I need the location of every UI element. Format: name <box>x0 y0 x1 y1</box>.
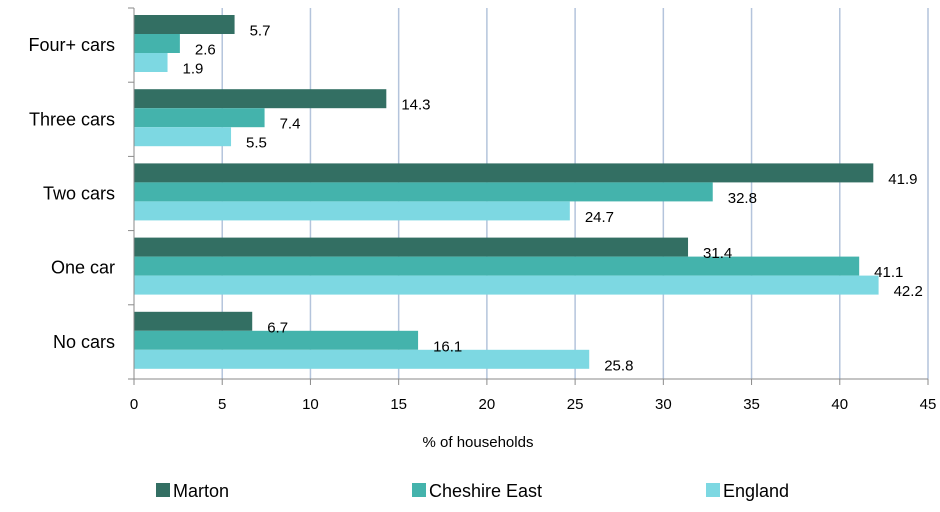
bar <box>134 182 713 202</box>
data-label: 32.8 <box>728 190 757 207</box>
bar <box>134 89 387 109</box>
x-tick-label: 15 <box>390 396 407 413</box>
data-label: 25.8 <box>604 357 633 374</box>
bar <box>134 330 419 350</box>
category-label: Two cars <box>43 184 115 204</box>
data-labels: 5.7 2.6 1.9 14.3 7.4 5.5 41.9 32.8 24.7 31.4 41.1 4… <box>183 23 923 375</box>
bar <box>134 311 253 331</box>
data-label: 7.4 <box>280 116 301 133</box>
legend-label: Marton <box>173 481 229 501</box>
x-tick-label: 25 <box>567 396 584 413</box>
bar <box>134 108 265 128</box>
x-tick-label: 40 <box>831 396 848 413</box>
data-label: 31.4 <box>703 245 732 262</box>
x-tick-label: 5 <box>218 396 226 413</box>
x-tick-label: 30 <box>655 396 672 413</box>
legend: Marton Cheshire East England <box>156 481 789 501</box>
data-label: 41.1 <box>874 264 903 281</box>
x-tick-label: 10 <box>302 396 319 413</box>
x-axis-title: % of households <box>423 434 534 451</box>
bar <box>134 15 235 34</box>
bars <box>134 15 879 369</box>
data-label: 16.1 <box>433 338 462 355</box>
data-label: 1.9 <box>183 61 204 78</box>
bar <box>134 237 689 257</box>
data-label: 6.7 <box>267 319 288 336</box>
data-label: 14.3 <box>401 97 430 114</box>
category-label: Four+ cars <box>28 35 115 55</box>
bar <box>134 349 590 369</box>
data-label: 24.7 <box>585 209 614 226</box>
data-label: 41.9 <box>888 171 917 188</box>
data-label: 42.2 <box>894 283 923 300</box>
bar <box>134 201 570 221</box>
axes: 0 5 10 15 20 25 30 35 40 45 Four+ cars Three cars Tw… <box>28 7 937 413</box>
data-label: 2.6 <box>195 42 216 59</box>
x-tick-label: 0 <box>130 396 138 413</box>
data-label: 5.7 <box>250 23 271 40</box>
category-label: Three cars <box>29 109 115 129</box>
bar <box>134 127 232 147</box>
legend-label: England <box>723 481 789 501</box>
legend-swatch <box>706 483 720 497</box>
legend-swatch <box>156 483 170 497</box>
category-label: One car <box>51 258 115 278</box>
bar <box>134 53 168 72</box>
data-label: 5.5 <box>246 135 267 152</box>
legend-label: Cheshire East <box>429 481 542 501</box>
bar <box>134 256 860 276</box>
bar <box>134 34 180 53</box>
bar <box>134 275 879 295</box>
legend-swatch <box>412 483 426 497</box>
bar <box>134 163 874 183</box>
x-tick-label: 45 <box>920 396 937 413</box>
category-label: No cars <box>53 332 115 352</box>
x-tick-label: 35 <box>743 396 760 413</box>
x-tick-label: 20 <box>479 396 496 413</box>
